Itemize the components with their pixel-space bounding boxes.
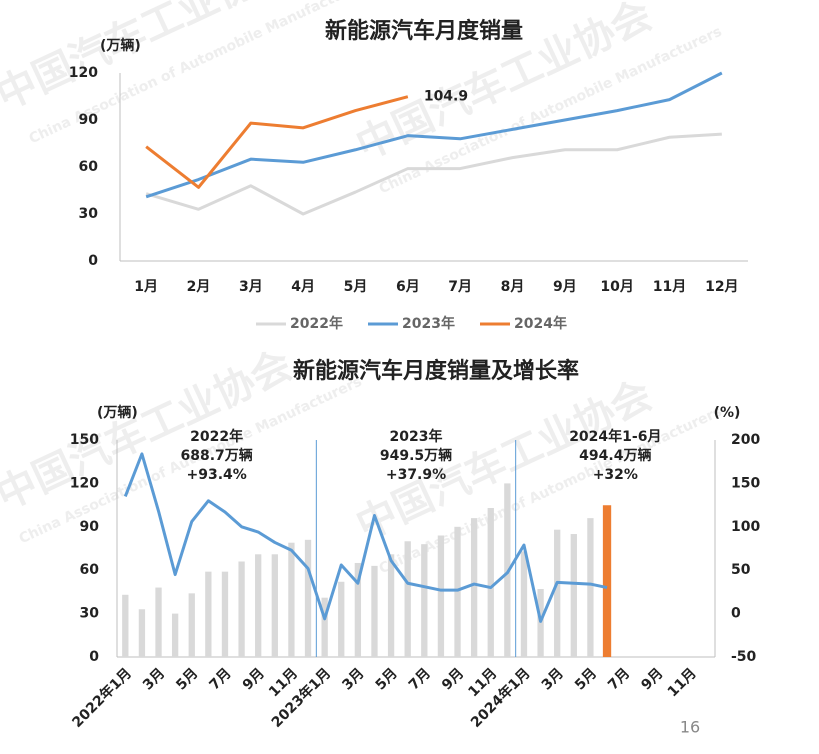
y2-tick-label: 50 — [731, 562, 751, 578]
y-tick-label: 60 — [79, 159, 99, 175]
x-tick-label: 9月 — [638, 665, 666, 693]
legend-label: 2024年 — [514, 315, 567, 332]
x-tick-label: 3月 — [539, 665, 567, 693]
x-tick-label: 7月 — [448, 279, 472, 295]
y2-tick-label: -50 — [731, 649, 757, 665]
chart-title: 新能源汽车月度销量 — [325, 18, 523, 44]
line — [145, 71, 723, 199]
line — [145, 95, 409, 189]
y-tick-label: 90 — [79, 112, 99, 128]
page-number: 16 — [680, 718, 700, 737]
y2-tick-label: 0 — [731, 606, 741, 622]
bar — [404, 541, 411, 657]
bar — [421, 544, 428, 657]
y2-tick-label: 150 — [731, 475, 760, 491]
legend-label: 2023年 — [402, 315, 455, 332]
bar — [470, 518, 478, 657]
y-tick-label: 60 — [80, 562, 100, 578]
x-tick-label: 9月 — [553, 279, 577, 295]
bar — [487, 507, 494, 657]
x-tick-label: 5月 — [572, 665, 600, 693]
x-tick-label: 9月 — [240, 665, 268, 693]
x-tick-label: 5月 — [373, 665, 401, 693]
y-tick-label: 150 — [70, 432, 99, 448]
bar — [537, 589, 544, 657]
bar — [570, 534, 577, 657]
bar — [554, 529, 561, 657]
x-tick-label: 8月 — [501, 279, 525, 295]
bar — [602, 505, 612, 657]
annotation: 2024年1-6月 — [569, 428, 661, 445]
data-label: 104.9 — [424, 89, 468, 105]
bar — [437, 535, 445, 657]
bar — [587, 518, 594, 657]
annotation: 949.5万辆 — [380, 447, 452, 464]
y-tick-label: 0 — [88, 253, 98, 269]
annotation: +93.4% — [187, 467, 247, 483]
bar — [304, 539, 312, 657]
y-tick-label: 90 — [80, 519, 100, 535]
bar — [171, 613, 179, 657]
bar — [155, 587, 162, 657]
annotation: +37.9% — [386, 467, 446, 483]
y-tick-label: 120 — [70, 475, 99, 491]
x-tick-label: 9月 — [439, 665, 467, 693]
bar — [288, 542, 295, 657]
bar — [321, 597, 328, 657]
bar — [354, 562, 362, 657]
x-tick-label: 4月 — [291, 279, 315, 295]
annotation: 2023年 — [390, 428, 443, 445]
x-tick-label: 7月 — [207, 665, 235, 693]
y-tick-label: 30 — [80, 606, 100, 622]
annotation: 494.4万辆 — [579, 447, 651, 464]
y2-axis-label: (%) — [714, 405, 741, 421]
x-tick-label: 3月 — [239, 279, 263, 295]
x-tick-label: 5月 — [173, 665, 201, 693]
bar — [338, 581, 345, 657]
y2-tick-label: 200 — [731, 432, 760, 448]
x-tick-label: 2022年1月 — [69, 665, 135, 731]
x-tick-label: 7月 — [605, 665, 633, 693]
x-tick-label: 11月 — [665, 665, 700, 700]
x-tick-label: 12月 — [705, 279, 738, 295]
bar — [255, 554, 262, 657]
y-tick-label: 120 — [69, 65, 98, 81]
bar — [205, 571, 212, 657]
bar — [221, 571, 229, 657]
bar — [122, 594, 129, 657]
y-axis-label: (万辆) — [97, 404, 138, 421]
y-tick-label: 0 — [89, 649, 99, 665]
annotation: 2022年 — [190, 428, 243, 445]
legend-label: 2022年 — [290, 315, 343, 332]
chart-title: 新能源汽车月度销量及增长率 — [293, 358, 579, 384]
x-tick-label: 5月 — [344, 279, 368, 295]
y-tick-label: 30 — [79, 206, 99, 222]
bar — [387, 554, 395, 657]
x-tick-label: 3月 — [140, 665, 168, 693]
bar — [371, 565, 378, 657]
x-tick-label: 7月 — [406, 665, 434, 693]
x-tick-label: 10月 — [600, 279, 633, 295]
annotation: +32% — [593, 467, 638, 483]
line — [123, 452, 608, 623]
x-tick-label: 2月 — [187, 279, 211, 295]
x-tick-label: 11月 — [653, 279, 686, 295]
bar — [454, 526, 461, 657]
bar — [188, 593, 195, 657]
annotation: 688.7万辆 — [181, 447, 253, 464]
y-axis-label: (万辆) — [100, 37, 141, 54]
bar — [520, 551, 528, 657]
x-tick-label: 3月 — [339, 665, 367, 693]
bar — [238, 561, 245, 657]
y2-tick-label: 100 — [731, 519, 760, 535]
x-tick-label: 6月 — [396, 279, 420, 295]
bar — [138, 609, 146, 657]
line — [145, 132, 722, 216]
x-tick-label: 1月 — [134, 279, 158, 295]
bar — [271, 554, 278, 657]
watermark: 中国汽车工业协会 — [0, 0, 299, 119]
